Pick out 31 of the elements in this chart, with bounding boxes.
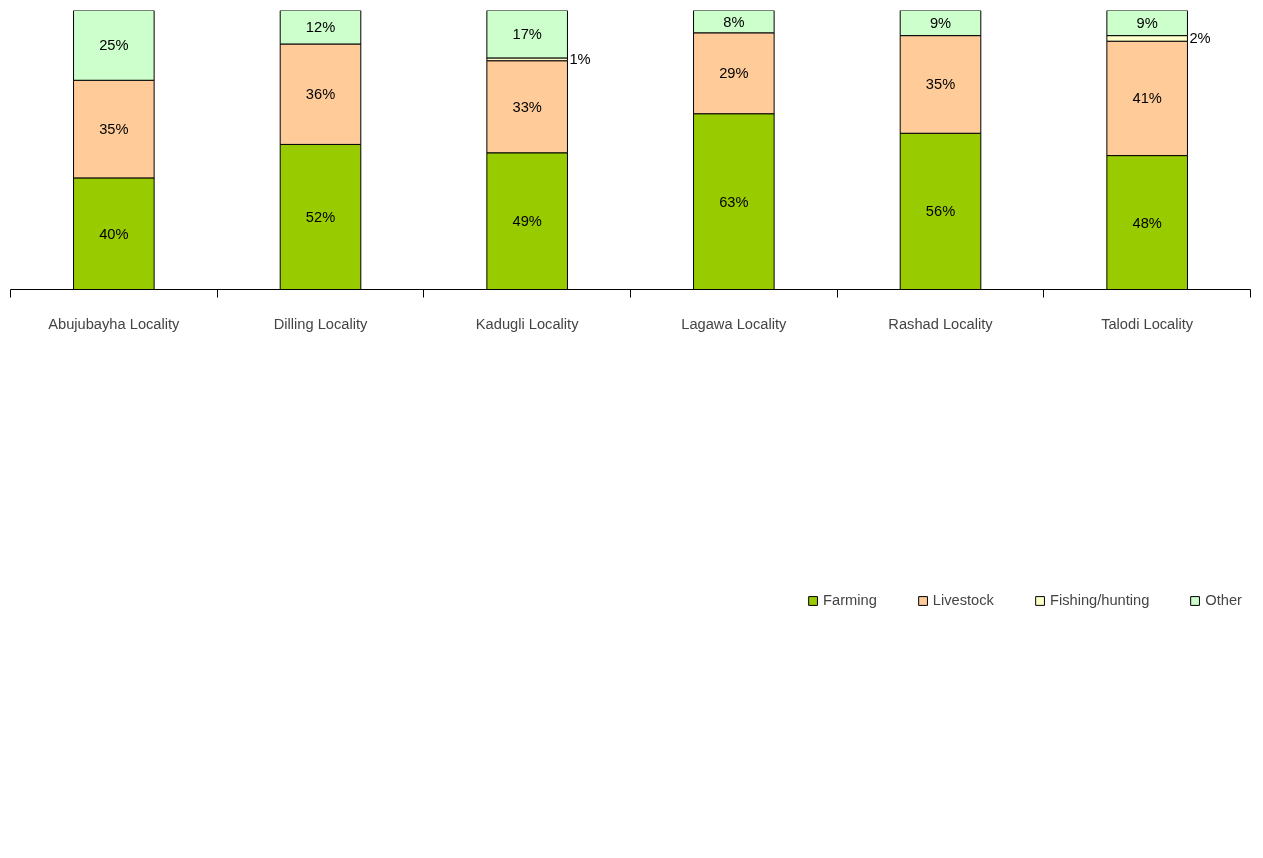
x-tick-label: Dilling Locality: [273, 315, 369, 332]
data-label: 17%: [512, 26, 542, 43]
data-label: 9%: [929, 15, 952, 32]
x-tick-label: Rashad Locality: [888, 315, 994, 332]
data-label: 49%: [512, 213, 542, 230]
legend-label: Fishing/hunting: [1049, 592, 1150, 608]
data-label: 36%: [305, 86, 336, 103]
x-tick-label: Kadugli Locality: [475, 315, 580, 332]
data-label: 40%: [99, 225, 129, 242]
data-label: 33%: [512, 98, 542, 115]
x-tick-label: Abujubayha Locality: [48, 315, 181, 332]
data-label: 25%: [99, 37, 129, 54]
legend-label: Other: [1205, 592, 1242, 608]
data-label: 2%: [1189, 30, 1211, 47]
data-label: 29%: [719, 65, 749, 82]
x-tick-label: Lagawa Locality: [681, 315, 788, 332]
data-label: 41%: [1132, 90, 1162, 107]
data-label: 35%: [99, 121, 129, 138]
data-label: 8%: [723, 13, 745, 30]
x-tick-label: Talodi Locality: [1101, 315, 1194, 332]
data-label: 1%: [569, 51, 591, 68]
data-label: 52%: [305, 208, 336, 225]
legend-label: Farming: [823, 592, 877, 608]
data-label: 48%: [1132, 214, 1162, 231]
data-label: 9%: [1136, 15, 1158, 32]
bar: [486, 10, 568, 59]
data-label: 12%: [305, 19, 336, 36]
data-label: 35%: [925, 76, 956, 93]
legend-label: Livestock: [932, 592, 994, 608]
data-label: 56%: [925, 203, 956, 220]
data-label: 63%: [719, 193, 749, 210]
